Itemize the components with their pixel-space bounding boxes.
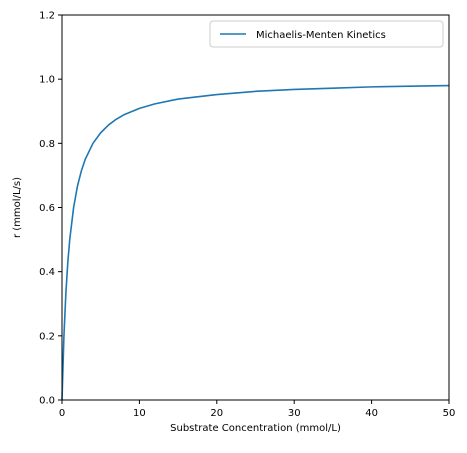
x-tick-label: 0 bbox=[59, 408, 65, 419]
legend: Michaelis-Menten Kinetics bbox=[209, 20, 444, 48]
legend-box bbox=[209, 20, 444, 48]
y-tick-label: 0.8 bbox=[39, 139, 55, 150]
y-tick-label: 0.4 bbox=[39, 267, 55, 278]
y-tick-label: 1.0 bbox=[39, 75, 55, 86]
x-tick-label: 10 bbox=[133, 408, 146, 419]
x-tick-label: 40 bbox=[365, 408, 378, 419]
plot-area bbox=[61, 84, 450, 401]
x-tick-label: 30 bbox=[288, 408, 301, 419]
y-tick-label: 0.6 bbox=[39, 203, 55, 214]
series-line bbox=[61, 84, 450, 401]
y-tick-label: 0.0 bbox=[39, 396, 55, 407]
x-tick-label: 20 bbox=[210, 408, 223, 419]
x-axis-label: Substrate Concentration (mmol/L) bbox=[170, 423, 341, 434]
y-tick-label: 1.2 bbox=[39, 11, 55, 22]
y-axis-ticks: 0.0 0.2 0.4 0.6 0.8 1.0 1.2 bbox=[39, 11, 62, 407]
x-axis-ticks: 0 10 20 30 40 50 bbox=[59, 400, 456, 419]
y-axis-label: r (mmol/L/s) bbox=[12, 177, 23, 238]
axes-frame bbox=[61, 14, 450, 401]
x-tick-label: 50 bbox=[443, 408, 456, 419]
y-tick-label: 0.2 bbox=[39, 331, 55, 342]
legend-entry-label: Michaelis-Menten Kinetics bbox=[256, 30, 386, 41]
